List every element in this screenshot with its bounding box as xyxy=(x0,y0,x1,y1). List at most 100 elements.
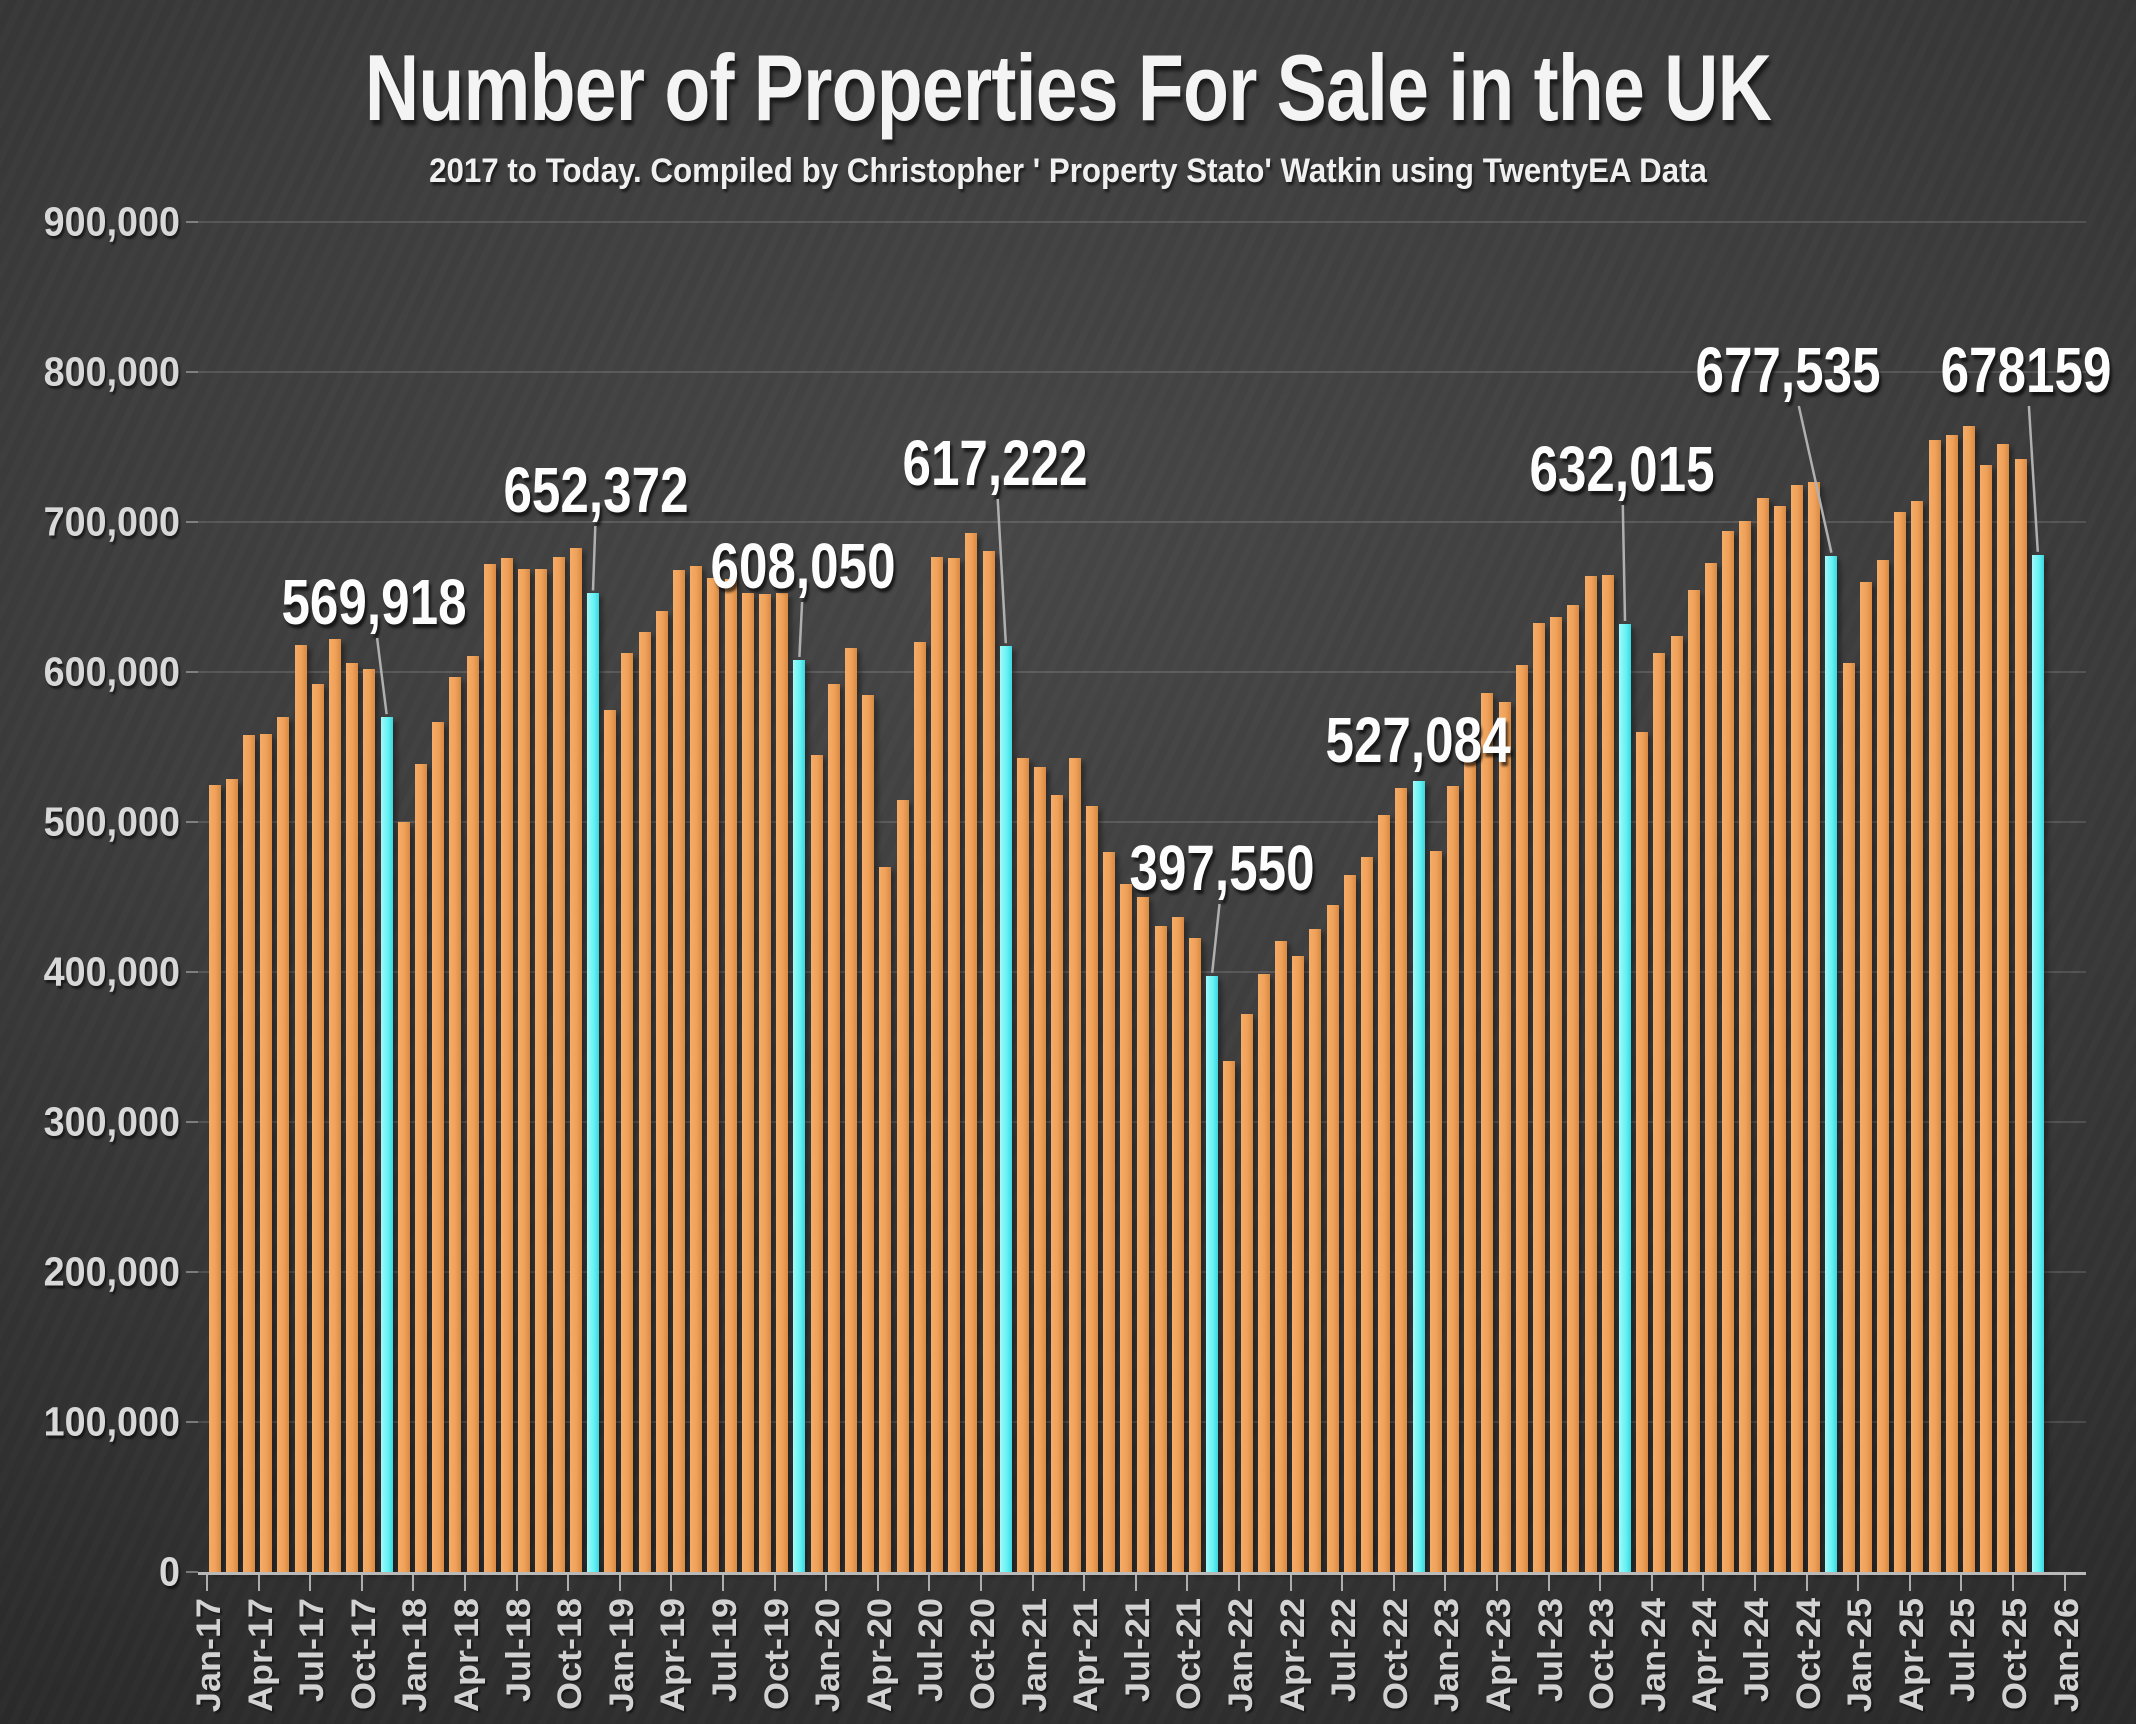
bar-Jun-19 xyxy=(707,577,720,1572)
bar-Apr-22 xyxy=(1292,955,1305,1572)
annotation-Nov-23: 632,015 xyxy=(1529,433,1715,505)
x-axis-label-Jan-17: Jan-17 xyxy=(189,1598,228,1713)
x-axis-label-Jan-19: Jan-19 xyxy=(601,1598,641,1713)
x-axis-label-Jul-23: Jul-23 xyxy=(1530,1598,1570,1703)
bar-Aug-18 xyxy=(535,568,548,1572)
bar-Oct-23 xyxy=(1601,574,1614,1572)
annotation-Nov-18: 652,372 xyxy=(503,454,689,526)
bar-Sep-20 xyxy=(965,532,978,1572)
bar-May-20 xyxy=(896,799,909,1572)
x-axis-tick-Oct-25 xyxy=(2012,1575,2014,1591)
bar-Aug-25 xyxy=(1980,465,1993,1572)
x-axis-label-Oct-23: Oct-23 xyxy=(1582,1598,1621,1711)
bar-May-18 xyxy=(483,564,496,1572)
chart-subtitle: 2017 to Today. Compiled by Christopher '… xyxy=(429,152,1707,190)
leader-line-Nov-19 xyxy=(798,601,804,657)
y-axis-tick xyxy=(186,671,198,673)
x-axis-label-Apr-20: Apr-20 xyxy=(859,1598,899,1713)
bar-May-23 xyxy=(1515,664,1528,1572)
x-axis-label-Oct-17: Oct-17 xyxy=(343,1598,383,1711)
x-axis-tick-Apr-20 xyxy=(876,1575,879,1591)
x-axis-tick-Jul-22 xyxy=(1341,1575,1344,1591)
y-axis-label: 200,000 xyxy=(43,1248,180,1295)
bar-Apr-21 xyxy=(1085,805,1098,1572)
x-axis-label-Apr-21: Apr-21 xyxy=(1066,1598,1105,1713)
bar-Apr-25 xyxy=(1911,501,1924,1572)
bar-Apr-19 xyxy=(673,570,685,1572)
x-axis-label-Apr-23: Apr-23 xyxy=(1479,1598,1518,1713)
bar-Aug-22 xyxy=(1361,856,1373,1572)
annotation-Nov-17: 569,918 xyxy=(281,566,467,638)
bar-Feb-18 xyxy=(432,721,445,1572)
bar-Dec-22 xyxy=(1429,850,1442,1572)
y-axis-tick xyxy=(186,821,198,823)
x-axis-tick-Jul-24 xyxy=(1754,1575,1756,1591)
bar-Jun-21 xyxy=(1120,883,1133,1572)
bar-Oct-21 xyxy=(1189,937,1201,1572)
bar-Jan-17 xyxy=(208,784,221,1572)
x-axis-tick-Oct-19 xyxy=(773,1575,776,1591)
bar-Jul-20 xyxy=(931,556,943,1572)
annotation-Nov-24: 677,535 xyxy=(1695,334,1881,406)
x-axis-tick-Jul-20 xyxy=(928,1575,931,1591)
x-axis-tick-Apr-21 xyxy=(1083,1575,1086,1591)
bar-Dec-19 xyxy=(810,754,823,1572)
x-axis-label-Apr-22: Apr-22 xyxy=(1272,1598,1312,1713)
bar-highlighted-Nov-17 xyxy=(380,717,393,1572)
x-axis-tick-Jul-25 xyxy=(1960,1575,1963,1591)
x-axis-label-Apr-17: Apr-17 xyxy=(240,1598,280,1713)
x-axis-tick-Oct-20 xyxy=(980,1575,982,1591)
bar-May-25 xyxy=(1928,439,1941,1572)
bar-Feb-20 xyxy=(845,648,857,1572)
bar-Jun-24 xyxy=(1739,520,1752,1572)
annotation-Nov-22: 527,084 xyxy=(1325,704,1511,776)
bar-May-19 xyxy=(690,565,703,1572)
x-axis-tick-Apr-23 xyxy=(1496,1575,1498,1591)
bar-highlighted-Nov-22 xyxy=(1412,781,1425,1572)
gridline-900000 xyxy=(198,221,2086,223)
x-axis-label-Jan-25: Jan-25 xyxy=(1840,1598,1879,1713)
gridline-600000 xyxy=(198,671,2086,673)
leader-line-Nov-21 xyxy=(1210,903,1221,973)
annotation-Nov-20: 617,222 xyxy=(902,427,1088,499)
x-axis-tick-Jul-23 xyxy=(1547,1575,1550,1591)
bar-Sep-22 xyxy=(1378,814,1391,1572)
bar-May-24 xyxy=(1722,531,1735,1572)
x-axis-label-Jul-18: Jul-18 xyxy=(498,1598,538,1703)
bar-Oct-20 xyxy=(982,550,995,1572)
x-axis-label-Oct-19: Oct-19 xyxy=(756,1598,796,1711)
x-axis-label-Oct-24: Oct-24 xyxy=(1788,1598,1828,1711)
x-axis-label-Apr-18: Apr-18 xyxy=(447,1598,486,1713)
bar-Apr-24 xyxy=(1705,562,1717,1572)
bar-Jun-18 xyxy=(501,558,513,1572)
y-axis-tick xyxy=(186,971,198,973)
y-axis-label: 500,000 xyxy=(43,798,180,845)
x-axis-label-Oct-22: Oct-22 xyxy=(1375,1598,1415,1711)
gridline-700000 xyxy=(198,521,2086,523)
bar-May-22 xyxy=(1309,928,1322,1572)
annotation-Nov-25: 678159 xyxy=(1940,334,2112,406)
y-axis-tick xyxy=(186,1571,198,1573)
x-axis-tick-Jul-21 xyxy=(1134,1575,1137,1591)
bar-Oct-22 xyxy=(1395,787,1408,1572)
x-axis-tick-Oct-18 xyxy=(567,1575,570,1591)
x-axis-line xyxy=(198,1572,2086,1575)
bar-Dec-18 xyxy=(604,709,617,1572)
bar-Feb-17 xyxy=(225,778,238,1572)
x-axis-tick-Apr-25 xyxy=(1908,1575,1911,1591)
bar-Jan-24 xyxy=(1653,652,1666,1572)
bar-Jan-19 xyxy=(621,652,634,1572)
x-axis-tick-Oct-21 xyxy=(1186,1575,1189,1591)
bar-Jul-18 xyxy=(518,568,531,1572)
x-axis-tick-Oct-17 xyxy=(360,1575,363,1591)
bar-Jul-21 xyxy=(1137,897,1150,1572)
bar-Aug-20 xyxy=(948,558,961,1572)
bar-Mar-25 xyxy=(1894,511,1907,1572)
x-axis-label-Jul-20: Jul-20 xyxy=(911,1598,950,1703)
x-axis-tick-Jan-20 xyxy=(825,1575,828,1591)
bar-Sep-18 xyxy=(552,556,565,1572)
x-axis-tick-Jul-18 xyxy=(515,1575,518,1591)
bar-Dec-24 xyxy=(1842,663,1855,1572)
x-axis-tick-Jan-24 xyxy=(1650,1575,1653,1591)
